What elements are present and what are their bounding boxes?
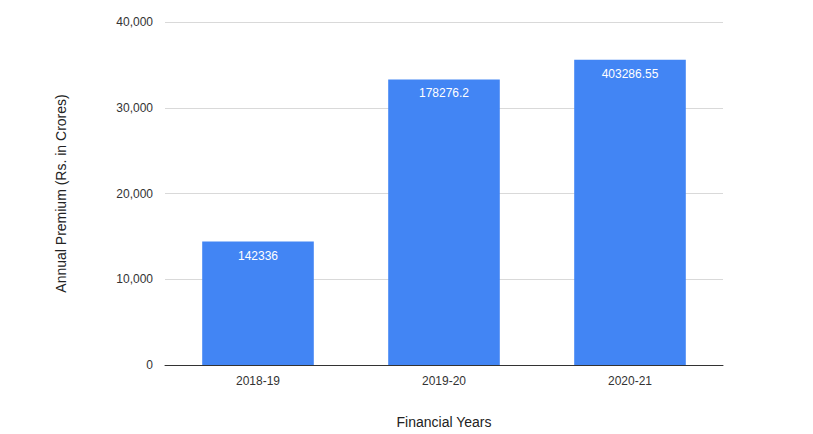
svg-text:20,000: 20,000 (116, 187, 153, 201)
svg-text:Financial Years: Financial Years (397, 414, 492, 430)
svg-text:30,000: 30,000 (116, 101, 153, 115)
svg-text:2020-21: 2020-21 (608, 374, 652, 388)
svg-text:40,000: 40,000 (116, 15, 153, 29)
svg-text:2018-19: 2018-19 (236, 374, 280, 388)
svg-text:0: 0 (146, 358, 153, 372)
svg-text:178276.2: 178276.2 (419, 86, 469, 100)
svg-text:Annual Premium (Rs. in Crores): Annual Premium (Rs. in Crores) (53, 94, 69, 292)
svg-text:403286.55: 403286.55 (602, 67, 659, 81)
svg-text:10,000: 10,000 (116, 272, 153, 286)
svg-text:142336: 142336 (238, 249, 278, 263)
svg-text:2019-20: 2019-20 (422, 374, 466, 388)
